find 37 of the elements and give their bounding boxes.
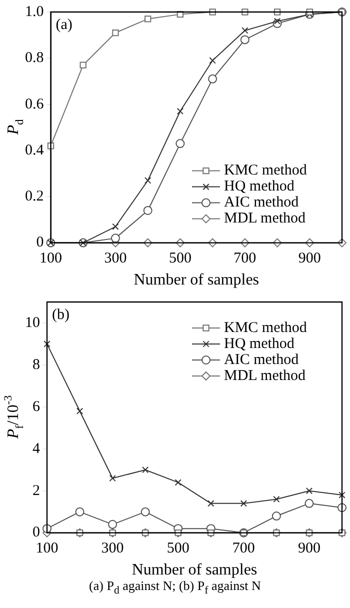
- legend-label: KMC method: [224, 162, 308, 179]
- y-tick-label: 1.0: [25, 4, 44, 20]
- y-tick-label: 8: [32, 356, 40, 373]
- x-tick-label: 300: [101, 540, 124, 557]
- x-axis-title: Number of samples: [132, 562, 258, 579]
- y-tick-label: 4: [32, 440, 40, 457]
- x-tick-label: 500: [168, 250, 192, 267]
- y-tick-label: 0.8: [25, 50, 44, 66]
- y-axis-title: Pf/10-3: [2, 394, 26, 440]
- x-tick-label: 100: [40, 250, 62, 267]
- annotation: (b): [52, 307, 70, 323]
- legend-label: AIC method: [224, 194, 300, 211]
- y-tick-label: 0: [36, 234, 44, 251]
- x-axis-title: Number of samples: [134, 272, 260, 289]
- x-tick-label: 500: [166, 540, 190, 557]
- text: (a) P$_{d}$ against N; (b) P$_{f}$ against N: [88, 578, 262, 597]
- y-tick-label: 0: [32, 524, 40, 541]
- legend-label: MDL method: [224, 210, 306, 227]
- y-tick-label: 0.6: [25, 96, 44, 112]
- y-tick-label: 0.4: [25, 142, 44, 158]
- legend-label: HQ method: [224, 178, 295, 195]
- x-tick-label: 900: [298, 540, 320, 557]
- legend-label: HQ method: [224, 336, 295, 352]
- x-tick-label: 100: [36, 540, 58, 557]
- y-tick-label: 2: [32, 482, 40, 499]
- y-tick-label: 10: [25, 314, 40, 331]
- y-tick-label: 6: [32, 398, 40, 415]
- legend-label: AIC method: [224, 352, 300, 368]
- legend-label: MDL method: [224, 368, 306, 384]
- legend-label: KMC method: [224, 320, 308, 336]
- annotation: (a): [56, 17, 72, 33]
- x-tick-label: 700: [234, 250, 256, 267]
- x-tick-label: 900: [298, 250, 321, 267]
- x-tick-label: 700: [232, 540, 255, 557]
- x-tick-label: 300: [104, 250, 127, 267]
- y-axis-title: Pd: [5, 118, 26, 136]
- y-tick-label: 0.2: [25, 188, 44, 205]
